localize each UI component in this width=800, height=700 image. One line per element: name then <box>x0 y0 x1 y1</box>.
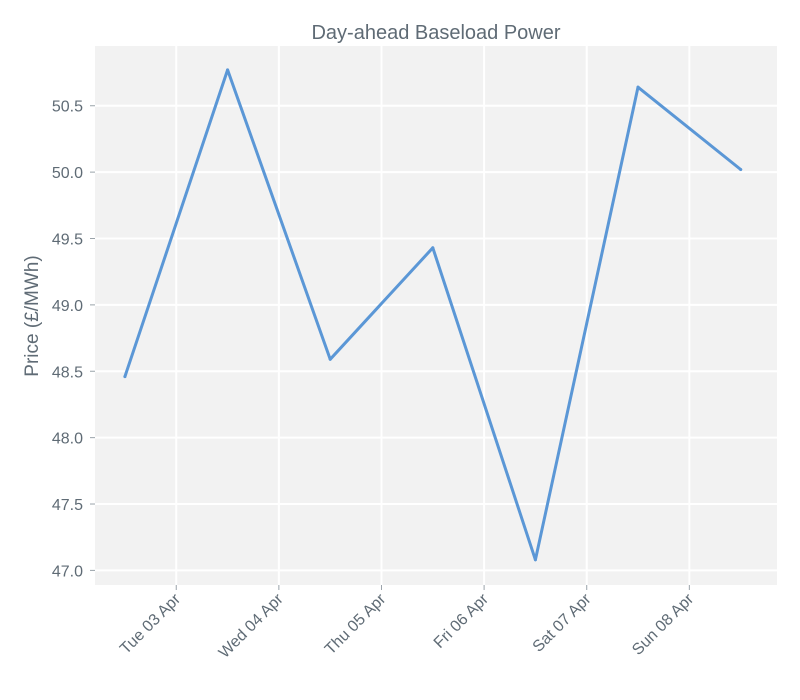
y-tick-label: 50.0 <box>52 165 83 182</box>
x-tick-label: Sun 08 Apr <box>629 590 697 658</box>
data-point <box>533 558 537 562</box>
plot-area <box>95 46 777 585</box>
y-axis-label: Price (£/MWh) <box>22 255 43 376</box>
y-tick-label: 47.5 <box>52 497 83 514</box>
y-tick-label: 49.5 <box>52 232 83 249</box>
y-tick-label: 48.5 <box>52 364 83 381</box>
chart-title: Day-ahead Baseload Power <box>311 22 560 44</box>
series-layer <box>123 68 743 562</box>
grid <box>90 46 777 590</box>
data-point <box>226 68 230 72</box>
y-tick-label: 49.0 <box>52 298 83 315</box>
data-point <box>431 246 435 250</box>
y-tick-label: 47.0 <box>52 563 83 580</box>
y-tick-labels: 47.0 47.5 48.0 48.5 49.0 49.5 50.0 50.5 <box>52 99 83 581</box>
data-point <box>123 375 127 379</box>
data-point <box>739 167 743 171</box>
x-tick-label: Sat 07 Apr <box>530 590 595 655</box>
y-tick-label: 50.5 <box>52 99 83 116</box>
data-point <box>328 357 332 361</box>
x-tick-label: Thu 05 Apr <box>322 590 390 658</box>
x-tick-label: Wed 04 Apr <box>216 590 287 661</box>
x-tick-label: Tue 03 Apr <box>117 590 184 657</box>
x-tick-labels: Tue 03 Apr Wed 04 Apr Thu 05 Apr Fri 06 Apr… <box>117 590 698 661</box>
x-tick-label: Fri 06 Apr <box>431 590 493 652</box>
data-point <box>636 85 640 89</box>
y-tick-label: 48.0 <box>52 431 83 448</box>
